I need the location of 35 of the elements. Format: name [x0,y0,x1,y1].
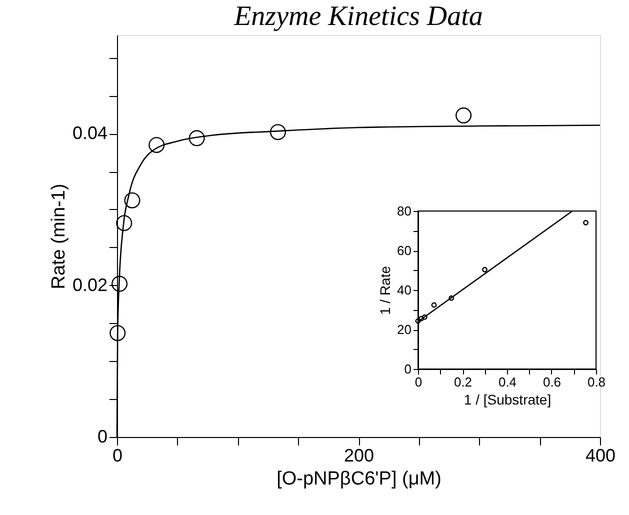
y-tick-label: 0.04 [72,123,108,144]
y-axis-title: 1 / Rate [377,266,394,316]
point [110,325,126,342]
point [431,302,437,308]
y-tick-label: 80 [397,204,412,218]
x-tick-label: 0 [414,374,422,390]
y-axis-title: Rate (min-1) [48,184,70,290]
point [124,192,140,208]
x-tick-label: 0.6 [542,374,562,390]
y-tick-label: 0.02 [72,274,108,295]
x-tick-label: 0 [112,446,123,466]
point [422,314,428,320]
chart-title: Enzyme Kinetics Data [233,1,483,32]
point [448,295,454,301]
y-tick-label: 0 [404,362,412,376]
x-axis-title: 1 / [Substrate] [464,392,552,408]
point [418,316,424,322]
y-tick-label: 60 [397,243,412,258]
y-tick-label: 0 [97,426,108,446]
point [112,276,128,292]
point [116,215,132,232]
y-tick-label: 40 [397,282,412,298]
point [583,220,588,226]
point [188,130,205,146]
point [148,136,165,153]
point [456,107,472,124]
point [482,266,488,272]
x-tick-label: 0.2 [454,374,472,390]
x-tick-label: 0.4 [498,374,517,390]
x-axis-title: [O-pNPβC6'P] (μM) [276,468,442,490]
x-tick-label: 0.8 [587,374,606,390]
y-tick-label: 20 [397,322,412,337]
point [270,124,286,140]
x-tick-label: 400 [585,446,616,466]
x-tick-label: 200 [344,446,374,466]
